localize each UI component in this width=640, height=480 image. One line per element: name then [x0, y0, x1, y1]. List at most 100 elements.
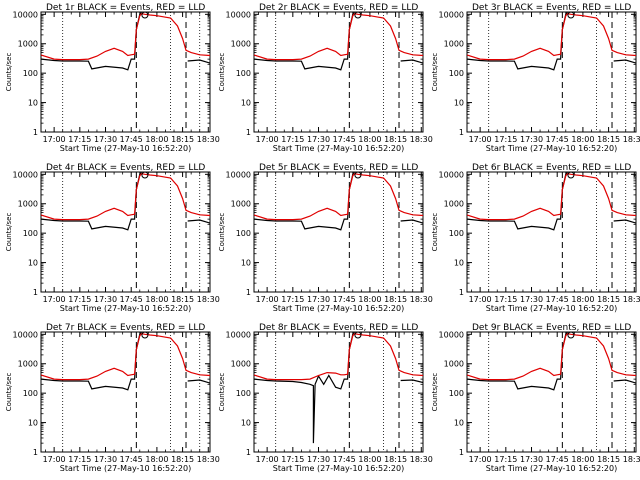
- chart-title: Det 2r BLACK = Events, RED = LLD: [259, 3, 418, 13]
- y-tick-label: 1: [33, 448, 38, 457]
- x-tick-label: 17:15: [68, 455, 91, 464]
- y-tick-label: 100: [236, 229, 251, 238]
- x-tick-label: 17:00: [43, 295, 66, 304]
- x-tick-label: 18:15: [384, 455, 407, 464]
- x-tick-label: 17:45: [120, 455, 143, 464]
- peak-marker: [354, 331, 362, 339]
- y-tick-label: 10000: [13, 330, 38, 339]
- x-tick-label: 17:00: [43, 135, 66, 144]
- y-tick-label: 10: [28, 259, 38, 268]
- x-tick-label: 17:45: [333, 455, 356, 464]
- x-tick-label: 18:00: [358, 135, 381, 144]
- plot-frame: [466, 11, 637, 133]
- x-tick-label: 17:45: [120, 295, 143, 304]
- y-tick-label: 10: [454, 99, 464, 108]
- plot-frame: [466, 331, 637, 453]
- x-tick-label: 17:00: [43, 455, 66, 464]
- chart-panel: Det 8r BLACK = Events, RED = LLD Counts/s…: [218, 323, 433, 473]
- x-tick-label: 18:30: [623, 135, 640, 144]
- y-tick-label: 1: [459, 288, 464, 297]
- plot-frame: [253, 331, 424, 453]
- series-line-lld: [254, 173, 423, 221]
- chart-panel: Det 3r BLACK = Events, RED = LLD Counts/s…: [431, 3, 640, 153]
- x-tick-label: 18:30: [623, 295, 640, 304]
- chart-panel: Det 9r BLACK = Events, RED = LLD Counts/s…: [431, 323, 640, 473]
- peak-marker: [567, 11, 575, 19]
- x-tick-label: 18:15: [597, 135, 620, 144]
- y-tick-label: 1000: [18, 40, 38, 49]
- chart-title: Det 6r BLACK = Events, RED = LLD: [472, 163, 631, 173]
- x-tick-label: 17:15: [494, 135, 517, 144]
- series-line-lld: [254, 13, 423, 61]
- x-tick-label: 17:15: [281, 295, 304, 304]
- series-line-lld: [41, 333, 210, 381]
- y-tick-label: 1000: [231, 360, 251, 369]
- series-line-events: [41, 172, 210, 231]
- x-tick-label: 18:00: [358, 455, 381, 464]
- plot-frame: [253, 11, 424, 133]
- x-tick-label: 17:30: [94, 295, 117, 304]
- y-tick-label: 100: [236, 69, 251, 78]
- y-tick-label: 1000: [231, 200, 251, 209]
- series-line-lld: [41, 173, 210, 221]
- peak-marker: [567, 171, 575, 179]
- x-axis-label: Start Time (27-May-10 16:52:20): [60, 464, 191, 473]
- series-line-events: [467, 172, 636, 231]
- y-tick-label: 1: [33, 288, 38, 297]
- x-tick-label: 17:00: [256, 455, 279, 464]
- series-line-lld: [41, 13, 210, 61]
- x-tick-label: 17:45: [120, 135, 143, 144]
- y-tick-label: 10: [241, 259, 251, 268]
- y-tick-label: 10: [454, 419, 464, 428]
- chart-panel: Det 2r BLACK = Events, RED = LLD Counts/s…: [218, 3, 433, 153]
- y-tick-label: 10000: [226, 170, 251, 179]
- y-tick-label: 10000: [439, 330, 464, 339]
- x-tick-label: 18:00: [571, 135, 594, 144]
- series-line-lld: [254, 333, 423, 381]
- x-tick-label: 18:30: [197, 135, 220, 144]
- y-tick-label: 10: [28, 419, 38, 428]
- chart-panel: Det 6r BLACK = Events, RED = LLD Counts/s…: [431, 163, 640, 313]
- y-axis-label: Counts/sec: [218, 53, 226, 92]
- y-tick-label: 1: [33, 128, 38, 137]
- y-tick-label: 10: [28, 99, 38, 108]
- y-axis-label: Counts/sec: [5, 373, 13, 412]
- y-tick-label: 100: [23, 389, 38, 398]
- plot-frame: [253, 171, 424, 293]
- y-tick-label: 100: [23, 69, 38, 78]
- x-tick-label: 17:15: [281, 455, 304, 464]
- x-tick-label: 17:15: [68, 295, 91, 304]
- series-line-lld: [467, 173, 636, 221]
- chart-panel: Det 1r BLACK = Events, RED = LLD Counts/s…: [5, 3, 220, 153]
- x-tick-label: 18:15: [171, 295, 194, 304]
- x-tick-label: 17:15: [494, 455, 517, 464]
- y-tick-label: 1000: [231, 40, 251, 49]
- x-tick-label: 17:45: [546, 135, 569, 144]
- y-axis-label: Counts/sec: [5, 213, 13, 252]
- x-tick-label: 18:00: [145, 295, 168, 304]
- series-line-events: [467, 12, 636, 71]
- x-tick-label: 18:15: [171, 455, 194, 464]
- series-line-events: [254, 172, 423, 231]
- y-tick-label: 10000: [439, 10, 464, 19]
- y-tick-label: 100: [23, 229, 38, 238]
- x-tick-label: 17:30: [520, 455, 543, 464]
- x-tick-label: 17:45: [333, 135, 356, 144]
- x-tick-label: 17:30: [307, 295, 330, 304]
- x-tick-label: 18:30: [410, 455, 433, 464]
- x-tick-label: 18:30: [410, 135, 433, 144]
- y-tick-label: 10000: [439, 170, 464, 179]
- y-tick-label: 1: [459, 128, 464, 137]
- peak-marker: [141, 171, 149, 179]
- y-tick-label: 1000: [18, 360, 38, 369]
- chart-title: Det 8r BLACK = Events, RED = LLD: [259, 323, 418, 333]
- chart-title: Det 3r BLACK = Events, RED = LLD: [472, 3, 631, 13]
- y-axis-label: Counts/sec: [431, 53, 439, 92]
- y-tick-label: 10: [241, 99, 251, 108]
- x-tick-label: 17:15: [281, 135, 304, 144]
- y-tick-label: 1: [246, 128, 251, 137]
- x-axis-label: Start Time (27-May-10 16:52:20): [60, 144, 191, 153]
- x-tick-label: 17:30: [307, 135, 330, 144]
- y-tick-label: 1: [246, 448, 251, 457]
